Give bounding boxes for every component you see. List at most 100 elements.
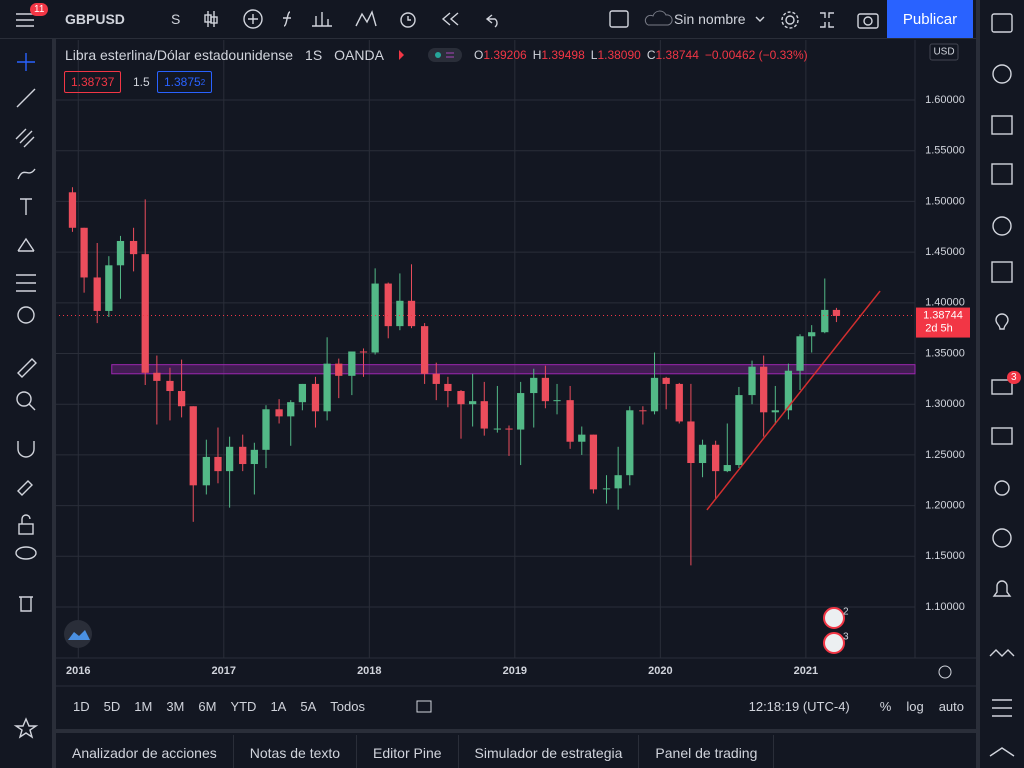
candle-body (444, 383, 452, 392)
symbol[interactable]: GBPUSD (65, 11, 125, 27)
candle-body (578, 434, 586, 442)
candle-body (129, 240, 138, 255)
candle-body (517, 393, 525, 430)
range-button[interactable]: 1M (134, 698, 153, 714)
range-button[interactable]: 1D (73, 698, 90, 714)
candle-body (602, 488, 611, 490)
event-flag (823, 607, 845, 629)
date-range-icon[interactable] (415, 698, 433, 714)
candle-body (675, 383, 683, 422)
range-button[interactable]: YTD (230, 698, 257, 714)
range-button[interactable]: 5A (300, 698, 317, 714)
candle-body (541, 377, 550, 402)
candle-body (80, 227, 88, 278)
candle-body (748, 366, 756, 396)
candle-body (662, 377, 670, 384)
candle-body (348, 351, 356, 376)
range-button[interactable]: Todos (330, 698, 365, 714)
layout-name[interactable]: Sin nombre (674, 11, 746, 27)
log-toggle[interactable]: log (906, 698, 924, 714)
toolbar-icons[interactable] (200, 8, 530, 30)
last-price-label: 1.38744 (923, 309, 963, 321)
y-tick-label: 1.35000 (925, 347, 965, 359)
range-button[interactable]: 6M (198, 698, 217, 714)
price-axis-unit: USD (933, 47, 954, 58)
ohlc-change: −0.00462 (−0.33%) (704, 48, 808, 62)
candle-body (262, 409, 270, 450)
candle-body (141, 254, 149, 373)
candle-body (493, 428, 502, 430)
axis-settings (938, 665, 952, 679)
x-tick-label: 2020 (648, 665, 672, 677)
range-button[interactable]: 5D (103, 698, 121, 714)
candle-body (712, 444, 720, 472)
candle-body (298, 383, 307, 403)
panel-tab[interactable]: Notas de texto (234, 734, 358, 768)
candle-body (553, 400, 561, 402)
ohlc-key: O (473, 48, 484, 62)
y-tick-label: 1.40000 (925, 297, 965, 309)
logo-mark (68, 630, 90, 640)
right-sidebar: 3 (976, 0, 1024, 768)
candle-body (105, 265, 113, 311)
drawing-tools[interactable] (0, 39, 52, 768)
candle-body (432, 373, 440, 384)
candle-body (457, 391, 465, 405)
ohlc-item: H1.39498 (533, 48, 585, 62)
candle-body (239, 446, 247, 465)
candle-body (323, 363, 331, 412)
candle-body (202, 456, 210, 486)
candle-body (771, 410, 779, 413)
range-buttons: 1D 5D 1M 3M 6M YTD 1A 5A Todos (73, 699, 365, 714)
auto-toggle[interactable]: auto (938, 698, 964, 714)
y-tick-label: 1.55000 (925, 145, 965, 157)
candle-body (68, 192, 77, 228)
layout-icons[interactable] (608, 9, 678, 29)
candle-body (153, 372, 161, 381)
candle-body (614, 475, 622, 489)
panel-tab[interactable]: Analizador de acciones (56, 734, 234, 768)
candle-body (214, 456, 222, 472)
publish-button[interactable]: Publicar (887, 0, 973, 38)
sidebar-icons[interactable] (980, 0, 1024, 768)
candle-body (287, 402, 295, 417)
toolbar-right-icons[interactable] (752, 9, 882, 31)
candle-body (250, 449, 258, 465)
candle-body (796, 336, 804, 371)
legend-title: Libra esterlina/Dólar estadounidense (65, 47, 294, 63)
candle-body (821, 309, 829, 333)
candle-body (566, 400, 574, 442)
interval[interactable]: S (171, 11, 181, 27)
candle-body (275, 409, 283, 417)
legend: Libra esterlina/Dólar estadounidense 1S … (65, 47, 808, 63)
candle-body (225, 446, 234, 472)
candle-body (687, 421, 695, 464)
clock[interactable]: 12:18:19 (UTC-4) (748, 698, 850, 714)
x-tick-label: 2018 (357, 665, 381, 677)
y-tick-label: 1.20000 (925, 500, 965, 512)
candle-body (735, 395, 743, 466)
range-button[interactable]: 1A (270, 698, 287, 714)
ohlc-value: 1.38744 (655, 48, 699, 62)
ask-box[interactable]: 1.3875 2 (157, 71, 213, 93)
drawing-toolbar (0, 39, 56, 768)
x-tick-label: 2021 (794, 665, 818, 677)
ohlc-item: C1.38744 (647, 48, 699, 62)
ohlc-values: O1.39206 H1.39498 L1.38090 C1.38744 −0.00462… (474, 48, 808, 62)
candle-body (359, 351, 368, 353)
ohlc-value: 1.38090 (597, 48, 641, 62)
percent-toggle[interactable]: % (879, 698, 892, 714)
panel-tab[interactable]: Simulador de estrategia (459, 734, 640, 768)
unit-box (929, 43, 959, 61)
candle-body (808, 332, 816, 337)
bid-box[interactable]: 1.38737 (64, 71, 122, 93)
last-price-box (916, 307, 970, 338)
legend-status[interactable] (396, 47, 462, 63)
candle-body (832, 309, 841, 316)
range-button[interactable]: 3M (166, 698, 185, 714)
bottom-tabs: Analizador de acciones Notas de texto Edit… (56, 729, 976, 768)
panel-tab[interactable]: Panel de trading (639, 734, 775, 768)
y-tick-label: 1.50000 (925, 195, 965, 207)
panel-tab[interactable]: Editor Pine (357, 734, 459, 768)
